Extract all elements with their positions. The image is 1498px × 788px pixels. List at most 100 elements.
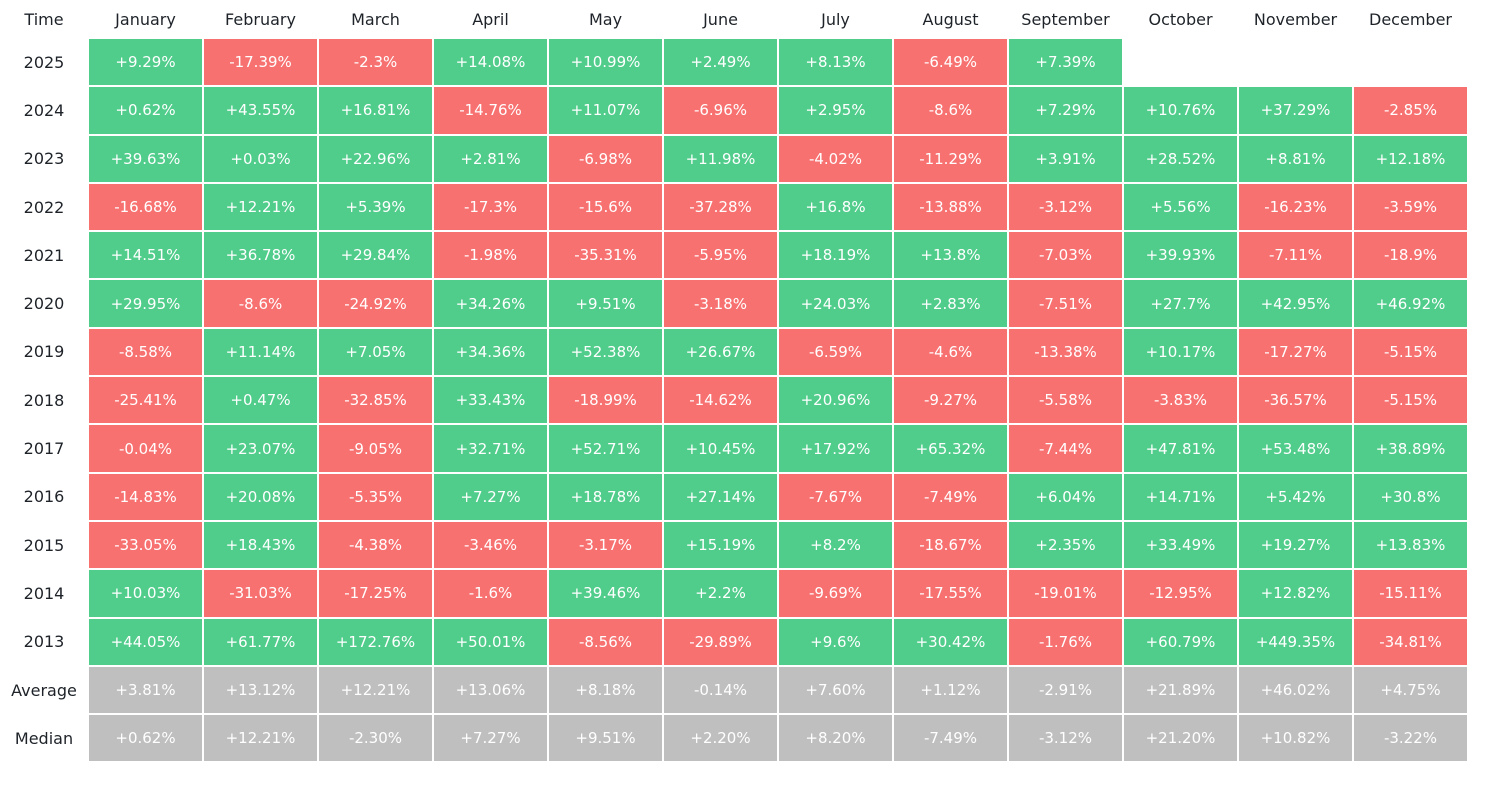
year-row-2025: 2025 +9.29% -17.39% -2.3% +14.08% +10.99% +2.4… <box>0 38 1468 87</box>
return-cell: +60.79% <box>1123 617 1238 666</box>
return-cell: +0.47% <box>203 376 318 425</box>
return-cell: -18.99% <box>548 376 663 425</box>
row-label: 2019 <box>23 342 65 362</box>
return-cell: +6.04% <box>1008 472 1123 521</box>
return-cell: -3.18% <box>663 279 778 328</box>
return-cell: -7.51% <box>1008 279 1123 328</box>
row-label: 2021 <box>23 245 65 265</box>
row-label: Average <box>11 680 77 700</box>
return-cell: +3.91% <box>1008 134 1123 183</box>
return-cell: +65.32% <box>893 424 1008 473</box>
return-cell: +10.76% <box>1123 86 1238 135</box>
return-cell: +14.08% <box>433 38 548 87</box>
column-header-may: May <box>588 9 623 29</box>
return-cell: +2.49% <box>663 38 778 87</box>
return-cell: -2.30% <box>318 714 433 763</box>
return-cell: +2.95% <box>778 86 893 135</box>
return-cell: -2.3% <box>318 38 433 87</box>
return-cell: -18.67% <box>893 520 1008 570</box>
return-cell: -16.23% <box>1238 182 1353 232</box>
return-cell: +23.07% <box>203 424 318 473</box>
return-cell: +12.18% <box>1353 134 1468 183</box>
return-cell: +8.18% <box>548 665 663 715</box>
year-row-2020: 2020 +29.95% -8.6% -24.92% +34.26% +9.51% -3.1… <box>0 279 1468 328</box>
return-cell <box>1353 38 1468 87</box>
return-cell: -12.95% <box>1123 569 1238 618</box>
column-header-october: October <box>1148 9 1213 29</box>
return-cell: -14.62% <box>663 376 778 425</box>
column-header-november: November <box>1253 9 1338 29</box>
return-cell: +29.95% <box>88 279 203 328</box>
return-cell: -8.56% <box>548 617 663 666</box>
column-header-april: April <box>472 9 509 29</box>
column-header-july: July <box>821 9 850 29</box>
year-row-2019: 2019 -8.58% +11.14% +7.05% +34.36% +52.38% +26… <box>0 327 1468 377</box>
return-cell: +46.02% <box>1238 665 1353 715</box>
return-cell: -3.59% <box>1353 182 1468 232</box>
return-cell: -5.15% <box>1353 327 1468 377</box>
time-column-header: Time <box>24 9 64 29</box>
year-row-2016: 2016 -14.83% +20.08% -5.35% +7.27% +18.78% +27… <box>0 472 1468 521</box>
summary-row-average: Average +3.81% +13.12% +12.21% +13.06% +8.18%… <box>0 665 1468 715</box>
return-cell: +8.13% <box>778 38 893 87</box>
return-cell: -15.11% <box>1353 569 1468 618</box>
year-row-2021: 2021 +14.51% +36.78% +29.84% -1.98% -35.31% -5… <box>0 231 1468 280</box>
return-cell: +10.17% <box>1123 327 1238 377</box>
return-cell: -0.04% <box>88 424 203 473</box>
return-cell: -36.57% <box>1238 376 1353 425</box>
return-cell: +10.45% <box>663 424 778 473</box>
return-cell: +43.55% <box>203 86 318 135</box>
return-cell: +61.77% <box>203 617 318 666</box>
return-cell: -3.17% <box>548 520 663 570</box>
return-cell: +10.99% <box>548 38 663 87</box>
return-cell: -5.35% <box>318 472 433 521</box>
return-cell: +19.27% <box>1238 520 1353 570</box>
return-cell: +13.8% <box>893 231 1008 280</box>
year-row-2018: 2018 -25.41% +0.47% -32.85% +33.43% -18.99% -1… <box>0 376 1468 425</box>
return-cell: +449.35% <box>1238 617 1353 666</box>
return-cell: -9.69% <box>778 569 893 618</box>
return-cell: +1.12% <box>893 665 1008 715</box>
return-cell: -7.67% <box>778 472 893 521</box>
return-cell: +7.39% <box>1008 38 1123 87</box>
return-cell: +44.05% <box>88 617 203 666</box>
return-cell: +172.76% <box>318 617 433 666</box>
return-cell: -1.98% <box>433 231 548 280</box>
return-cell: -4.38% <box>318 520 433 570</box>
year-row-2022: 2022 -16.68% +12.21% +5.39% -17.3% -15.6% -37.… <box>0 182 1468 232</box>
return-cell: -2.91% <box>1008 665 1123 715</box>
return-cell: -35.31% <box>548 231 663 280</box>
return-cell: -3.12% <box>1008 714 1123 763</box>
return-cell: +39.93% <box>1123 231 1238 280</box>
return-cell: +28.52% <box>1123 134 1238 183</box>
return-cell: -17.39% <box>203 38 318 87</box>
year-row-2017: 2017 -0.04% +23.07% -9.05% +32.71% +52.71% +10… <box>0 424 1468 473</box>
return-cell: +18.19% <box>778 231 893 280</box>
return-cell: -5.95% <box>663 231 778 280</box>
return-cell: -17.27% <box>1238 327 1353 377</box>
row-label: 2013 <box>23 632 65 652</box>
column-header-december: December <box>1369 9 1452 29</box>
return-cell: +37.29% <box>1238 86 1353 135</box>
column-header-january: January <box>115 9 176 29</box>
table-body: 2025 +9.29% -17.39% -2.3% +14.08% +10.99% +2.4… <box>0 38 1468 763</box>
return-cell: +10.03% <box>88 569 203 618</box>
return-cell: +34.36% <box>433 327 548 377</box>
return-cell: +20.96% <box>778 376 893 425</box>
return-cell: -8.6% <box>893 86 1008 135</box>
return-cell: +14.51% <box>88 231 203 280</box>
return-cell: +12.21% <box>318 665 433 715</box>
return-cell: +52.71% <box>548 424 663 473</box>
return-cell: +47.81% <box>1123 424 1238 473</box>
return-cell: +20.08% <box>203 472 318 521</box>
return-cell: -24.92% <box>318 279 433 328</box>
return-cell: +8.81% <box>1238 134 1353 183</box>
year-row-2013: 2013 +44.05% +61.77% +172.76% +50.01% -8.56% -… <box>0 617 1468 666</box>
return-cell: +11.07% <box>548 86 663 135</box>
return-cell: -3.83% <box>1123 376 1238 425</box>
return-cell: -5.15% <box>1353 376 1468 425</box>
return-cell: +7.27% <box>433 472 548 521</box>
return-cell: -19.01% <box>1008 569 1123 618</box>
return-cell: -6.49% <box>893 38 1008 87</box>
return-cell: -7.11% <box>1238 231 1353 280</box>
